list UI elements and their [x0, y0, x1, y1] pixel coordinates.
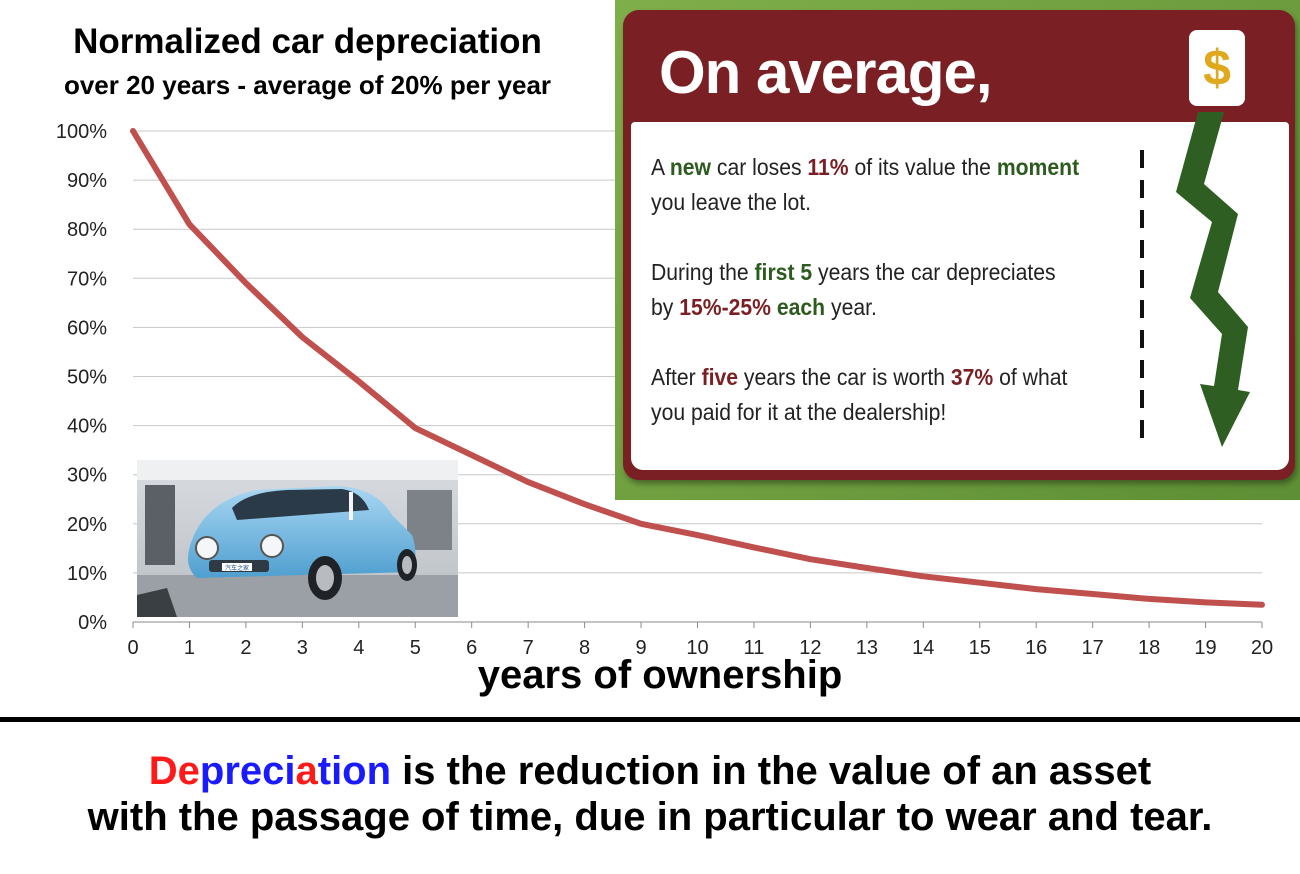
definition-line-2: with the passage of time, due in particu…: [87, 795, 1213, 839]
y-tick-label: 80%: [67, 219, 107, 241]
fact-highlight: new: [669, 154, 711, 180]
definition-line-1: Depreciation is the reduction in the val…: [0, 748, 1300, 794]
fact-text: of what you paid for it at the dealershi…: [651, 364, 1068, 425]
word-part-blue: tion: [317, 749, 392, 793]
x-tick-label: 2: [240, 637, 251, 659]
chart-title: Normalized car depreciation: [73, 22, 542, 61]
y-tick-label: 60%: [67, 317, 107, 339]
x-axis-ticks: 0 1 2 3 4 5 6 7 8 9 10 11 12 13 14 15 16 17 18 19 20: [127, 622, 1273, 659]
x-tick-label: 9: [635, 637, 646, 659]
section-divider: [0, 717, 1300, 722]
definition-text: is the reduction in the value of an asse…: [391, 749, 1152, 793]
dashed-divider: [1140, 150, 1144, 450]
y-tick-label: 0%: [78, 612, 107, 634]
fact-text: you leave the lot.: [651, 189, 811, 215]
y-tick-label: 90%: [67, 170, 107, 192]
y-tick-label: 40%: [67, 416, 107, 438]
x-tick-label: 0: [127, 637, 138, 659]
x-tick-label: 1: [184, 637, 195, 659]
fact-text: years the car depreciates by: [651, 259, 1056, 320]
x-tick-label: 7: [523, 637, 534, 659]
x-tick-label: 12: [799, 637, 821, 659]
chart-subtitle: over 20 years - average of 20% per year: [63, 70, 552, 100]
x-tick-label: 6: [466, 637, 477, 659]
infographic-frame: On average, $ A new car loses 11% of its…: [623, 10, 1295, 480]
depreciation-line: [130, 128, 1265, 608]
x-tick-label: 17: [1082, 637, 1104, 659]
x-tick-label: 13: [856, 637, 878, 659]
x-tick-label: 16: [1025, 637, 1047, 659]
x-tick-label: 11: [744, 637, 765, 659]
depreciation-definition: Depreciation is the reduction in the val…: [0, 748, 1300, 840]
fact-highlight: each: [776, 294, 826, 320]
fact-text: car loses: [710, 154, 808, 180]
fact-highlight: 11%: [807, 154, 849, 180]
infographic-panel: A new car loses 11% of its value the mom…: [631, 112, 1289, 470]
dollar-icon: $: [1189, 30, 1245, 106]
x-tick-label: 15: [969, 637, 991, 659]
fact-text: years the car is worth: [738, 364, 951, 390]
x-tick-label: 10: [686, 637, 708, 659]
fact-highlight: 37%: [950, 364, 994, 390]
word-part-blue: preci: [199, 749, 296, 793]
fact-new-car: A new car loses 11% of its value the mom…: [651, 150, 1083, 220]
y-tick-label: 30%: [67, 465, 107, 487]
infographic-heading: On average,: [659, 39, 993, 106]
x-tick-label: 4: [353, 637, 364, 659]
license-plate-text: 汽车之家: [225, 564, 249, 572]
dollar-symbol: $: [1203, 40, 1231, 96]
fact-after-five-years: After five years the car is worth 37% of…: [651, 360, 1083, 430]
fact-highlight: moment: [996, 154, 1080, 180]
fact-text: year.: [825, 294, 877, 320]
x-tick-label: 3: [297, 637, 308, 659]
x-tick-label: 5: [410, 637, 421, 659]
fact-highlight: 15%-25%: [679, 294, 771, 320]
y-tick-label: 10%: [67, 563, 107, 585]
x-tick-label: 8: [579, 637, 590, 659]
y-tick-label: 50%: [67, 367, 107, 389]
x-tick-label: 19: [1194, 637, 1216, 659]
x-tick-label: 20: [1251, 637, 1273, 659]
down-zigzag-arrow-icon: [1176, 112, 1250, 447]
fact-text: of its value the: [848, 154, 997, 180]
x-axis-label: years of ownership: [477, 653, 843, 697]
y-axis-ticks: 0% 10% 20% 30% 40% 50% 60% 70% 80% 90% 100%: [56, 121, 107, 634]
y-tick-label: 100%: [56, 121, 107, 143]
electric-car-photo: 汽车之家: [137, 460, 458, 617]
word-part-red: De: [148, 749, 200, 793]
depreciation-infographic: On average, $ A new car loses 11% of its…: [615, 0, 1300, 500]
fact-text: After: [651, 364, 702, 390]
fact-first-five-years: During the first 5 years the car depreci…: [651, 255, 1083, 325]
x-tick-label: 18: [1138, 637, 1160, 659]
fact-text: During the: [651, 259, 755, 285]
fact-highlight: first 5: [754, 259, 813, 285]
x-tick-label: 14: [912, 637, 934, 659]
y-tick-label: 70%: [67, 268, 107, 290]
fact-text: A: [651, 154, 670, 180]
y-tick-label: 20%: [67, 514, 107, 536]
fact-highlight: five: [701, 364, 739, 390]
word-part-red: a: [295, 749, 318, 793]
